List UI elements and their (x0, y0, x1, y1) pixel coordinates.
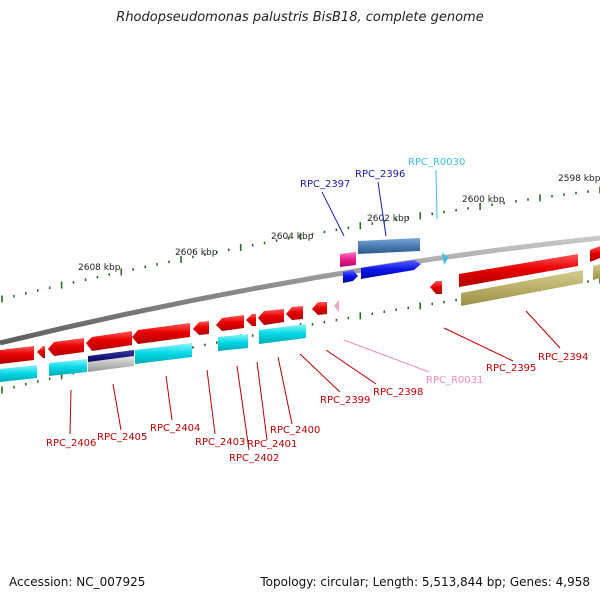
gene-rpc-2401[interactable] (258, 309, 284, 325)
genome-backbone (0, 235, 600, 346)
label-rpc-2399[interactable]: RPC_2399 (320, 395, 370, 406)
gene-red-small-c[interactable] (246, 314, 256, 326)
gene-rpc-2401-cyan[interactable] (259, 324, 306, 344)
label-rpc-2405[interactable]: RPC_2405 (97, 432, 147, 443)
label-rpc-2398[interactable]: RPC_2398 (373, 387, 423, 398)
label-rpc-2401[interactable]: RPC_2401 (247, 439, 297, 450)
gene-rpc-2405-cyan[interactable] (49, 359, 87, 376)
gene-rpc-r0030[interactable] (442, 252, 448, 265)
accession-text: Accession: NC_007925 (9, 575, 146, 589)
ruler-label-2602: 2602 kbp (367, 214, 410, 224)
gene-rpc-2394[interactable] (590, 246, 600, 262)
label-rpc-2396[interactable]: RPC_2396 (355, 169, 405, 180)
label-rpc-r0030[interactable]: RPC_R0030 (408, 157, 465, 168)
gene-red-small-forward[interactable] (430, 281, 442, 294)
genome-summary-text: Topology: circular; Length: 5,513,844 bp… (260, 575, 590, 589)
ruler-label-2604: 2604 kbp (271, 232, 314, 242)
ruler-label-2600: 2600 kbp (462, 195, 505, 205)
map-title: Rhodopseudomonas palustris BisB18, compl… (116, 10, 484, 25)
gene-rpc-2404[interactable] (86, 331, 132, 351)
gene-rpc-2405[interactable] (48, 338, 84, 356)
gene-blue-small[interactable] (343, 270, 358, 283)
gene-rpc-2403[interactable] (132, 323, 190, 344)
gene-red-small-a[interactable] (37, 346, 45, 358)
label-rpc-2402[interactable]: RPC_2402 (229, 453, 279, 464)
gene-rpc-2402-cyan[interactable] (218, 334, 248, 351)
gene-rpc-2397[interactable] (340, 252, 356, 267)
gene-gray-feature[interactable] (88, 356, 134, 372)
gene-rpc-2395[interactable] (459, 254, 578, 287)
label-rpc-2406[interactable]: RPC_2406 (46, 438, 96, 449)
gene-rpc-2403-cyan[interactable] (135, 343, 192, 364)
gene-rpc-2396-steel[interactable] (358, 238, 420, 254)
gene-rpc-2406-cyan[interactable] (0, 365, 37, 382)
gene-rpc-2394-olive[interactable] (593, 264, 600, 280)
label-rpc-2397[interactable]: RPC_2397 (300, 179, 350, 190)
gene-rpc-2396[interactable] (361, 260, 421, 279)
gene-rpc-2406[interactable] (0, 346, 34, 364)
gene-rpc-2395-olive[interactable] (461, 270, 583, 306)
gene-rpc-2400[interactable] (286, 306, 303, 320)
callout-lines (69, 169, 561, 451)
gene-rpc-r0031[interactable] (334, 300, 339, 312)
forward-features (340, 238, 600, 306)
gene-rpc-2399[interactable] (312, 302, 327, 315)
outer-ruler-ticks (1, 186, 600, 303)
gene-labels: RPC_2397 RPC_2396 RPC_R0030 RPC_2406 RPC… (46, 157, 588, 464)
ruler-label-2598: 2598 kbp (558, 174, 600, 184)
ruler-label-2606: 2606 kbp (175, 248, 218, 258)
label-rpc-2394[interactable]: RPC_2394 (538, 352, 588, 363)
reverse-features (0, 300, 339, 382)
label-rpc-2403[interactable]: RPC_2403 (195, 437, 245, 448)
label-rpc-2395[interactable]: RPC_2395 (486, 363, 536, 374)
label-rpc-2400[interactable]: RPC_2400 (270, 425, 320, 436)
gene-rpc-2402[interactable] (216, 315, 244, 331)
label-rpc-2404[interactable]: RPC_2404 (150, 423, 200, 434)
ruler-label-2608: 2608 kbp (78, 263, 121, 273)
label-rpc-r0031[interactable]: RPC_R0031 (426, 375, 483, 386)
gene-red-small-b[interactable] (193, 321, 209, 335)
